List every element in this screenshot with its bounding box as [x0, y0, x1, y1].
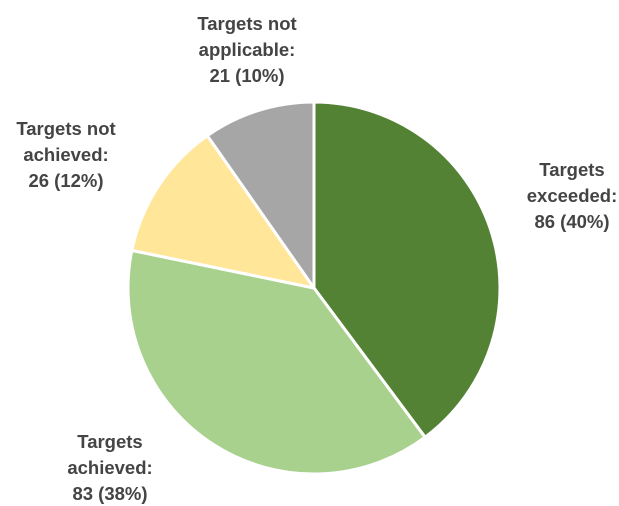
data-label-line: 83 (38%) [72, 483, 147, 504]
data-label-line: Targets [539, 159, 604, 180]
pie-slice-targets-not-achieved [130, 134, 316, 290]
data-label-line: 86 (40%) [534, 211, 609, 232]
pie-slice-targets-not-applicable [205, 100, 316, 290]
pie-slice-targets-achieved [126, 248, 427, 476]
data-label-line: 21 (10%) [209, 65, 284, 86]
data-label-line: applicable: [199, 39, 296, 60]
data-label-line: Targets not [197, 13, 296, 34]
data-label-line: 26 (12%) [28, 170, 103, 191]
pie-slices [126, 100, 502, 476]
data-label-targets-achieved: Targets achieved: 83 (38%) [67, 431, 152, 504]
pie-labels: Targets exceeded: 86 (40%) Targets achieved:… [16, 13, 617, 504]
data-label-line: achieved: [67, 457, 152, 478]
data-label-line: Targets [77, 431, 142, 452]
data-label-targets-exceeded: Targets exceeded: 86 (40%) [527, 159, 618, 232]
data-label-targets-not-applicable: Targets not applicable: 21 (10%) [197, 13, 296, 86]
data-label-line: exceeded: [527, 185, 618, 206]
data-label-line: Targets not [16, 118, 115, 139]
data-label-line: achieved: [23, 144, 108, 165]
pie-slice-targets-exceeded [312, 100, 502, 439]
data-label-targets-not-achieved: Targets not achieved: 26 (12%) [16, 118, 115, 191]
